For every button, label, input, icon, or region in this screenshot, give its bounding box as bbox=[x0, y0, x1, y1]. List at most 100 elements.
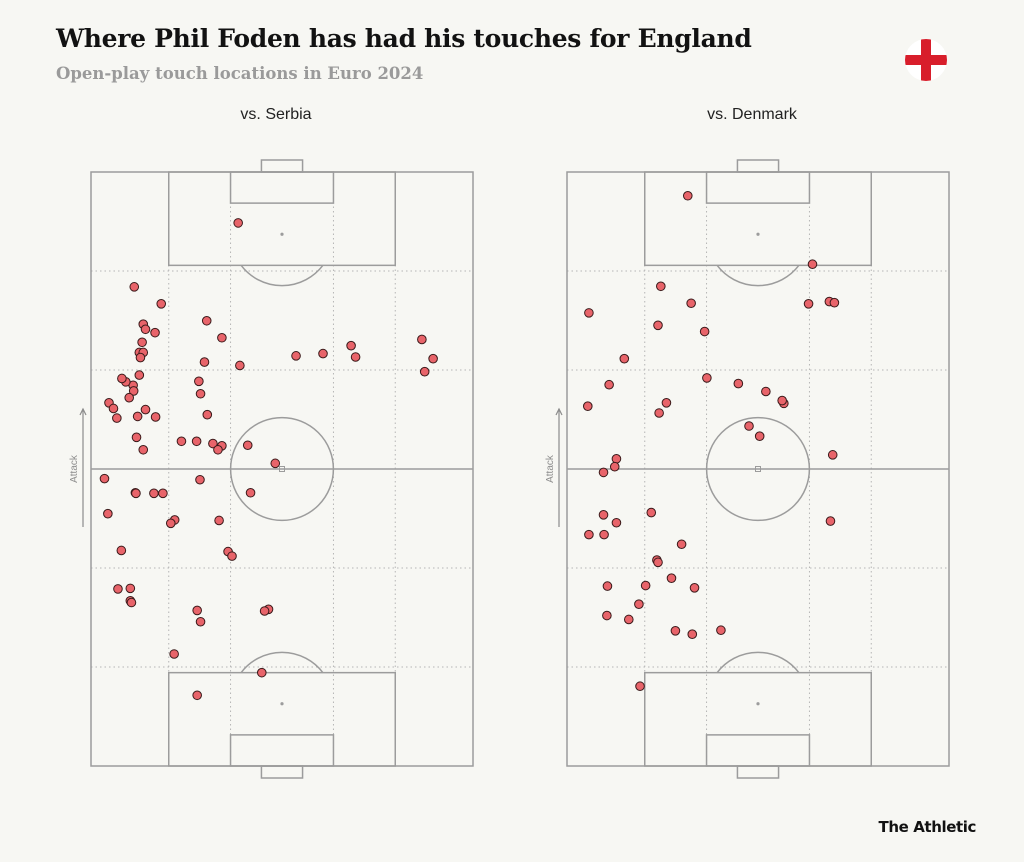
goal-top bbox=[260, 159, 304, 173]
touch-point bbox=[233, 218, 243, 228]
touch-point bbox=[108, 403, 119, 414]
touch-point bbox=[99, 473, 110, 484]
touch-point bbox=[126, 597, 137, 608]
attack-arrow-head bbox=[79, 407, 87, 416]
penalty-arc-bottom bbox=[240, 651, 324, 674]
touch-point bbox=[150, 327, 160, 338]
touch-point bbox=[646, 507, 657, 518]
touch-point bbox=[803, 299, 814, 309]
center-circle bbox=[705, 416, 811, 522]
touch-point bbox=[611, 517, 622, 528]
touch-point bbox=[158, 488, 168, 499]
attack-label: Attack bbox=[69, 454, 80, 483]
touch-point bbox=[213, 444, 223, 455]
penalty-arc-top bbox=[240, 264, 324, 287]
touch-point bbox=[227, 551, 237, 561]
penalty-spot-top bbox=[280, 232, 284, 236]
touch-point bbox=[138, 444, 149, 455]
pitch-serbia: Attack bbox=[69, 159, 474, 779]
touch-point bbox=[176, 436, 187, 447]
touch-point bbox=[609, 461, 620, 472]
touch-point bbox=[635, 681, 645, 692]
touch-point bbox=[602, 610, 612, 621]
touch-point bbox=[135, 352, 146, 363]
touch-point bbox=[584, 308, 594, 318]
touch-point bbox=[656, 281, 666, 292]
touch-point bbox=[131, 432, 142, 443]
touch-point bbox=[604, 379, 614, 390]
touch-point bbox=[195, 616, 206, 627]
six-yard-box-top bbox=[705, 171, 811, 204]
touch-point bbox=[192, 690, 202, 701]
touch-point bbox=[419, 366, 430, 377]
chart-subtitle: Open-play touch locations in Euro 2024 bbox=[56, 64, 424, 83]
brand-logo: The Athletic bbox=[878, 818, 977, 836]
touch-point bbox=[699, 326, 710, 337]
touch-point bbox=[661, 398, 672, 408]
touch-point bbox=[194, 376, 204, 387]
penalty-area-top bbox=[643, 171, 873, 267]
touch-point bbox=[140, 324, 151, 335]
touch-point bbox=[634, 599, 644, 610]
touch-point bbox=[124, 392, 135, 403]
touch-point bbox=[291, 351, 301, 361]
touch-point bbox=[150, 412, 161, 422]
touch-point bbox=[761, 386, 771, 397]
touch-point bbox=[137, 337, 147, 348]
pitch-title-serbia: vs. Serbia bbox=[240, 106, 312, 123]
touch-point bbox=[598, 467, 609, 478]
touch-point bbox=[140, 404, 151, 415]
touch-point bbox=[827, 450, 838, 460]
touch-point bbox=[754, 431, 765, 441]
touch-point bbox=[208, 438, 218, 449]
touch-point bbox=[829, 297, 840, 308]
touch-point bbox=[640, 580, 651, 591]
center-spot bbox=[755, 466, 761, 472]
penalty-area-bottom bbox=[167, 671, 397, 767]
touch-point bbox=[619, 353, 630, 364]
six-yard-box-bottom bbox=[229, 734, 335, 767]
touch-point bbox=[676, 539, 687, 550]
touch-point bbox=[682, 190, 693, 201]
touch-point bbox=[825, 516, 836, 526]
goal-bottom bbox=[260, 765, 304, 779]
touch-point bbox=[318, 348, 328, 359]
chart-title: Where Phil Foden has had his touches for… bbox=[56, 24, 752, 53]
touch-point bbox=[428, 353, 438, 364]
touch-point bbox=[202, 409, 213, 420]
goal-bottom bbox=[736, 765, 780, 779]
touch-point bbox=[653, 320, 663, 331]
touch-point bbox=[165, 518, 176, 529]
touch-point bbox=[670, 625, 681, 636]
touch-point bbox=[195, 388, 206, 399]
penalty-area-top bbox=[167, 171, 397, 267]
touch-point bbox=[716, 625, 726, 636]
touch-point bbox=[191, 436, 202, 447]
touch-point bbox=[235, 360, 245, 371]
touch-point bbox=[113, 584, 123, 594]
penalty-arc-top bbox=[716, 264, 800, 287]
touch-point bbox=[598, 510, 609, 520]
touch-point bbox=[201, 315, 212, 326]
touch-point bbox=[666, 573, 677, 583]
touch-point bbox=[103, 508, 113, 519]
penalty-arc-bottom bbox=[716, 651, 800, 674]
touch-point bbox=[116, 545, 127, 556]
touch-point bbox=[623, 614, 634, 625]
touch-point bbox=[346, 340, 356, 351]
england-flag-icon bbox=[905, 39, 947, 81]
touch-point bbox=[245, 487, 256, 498]
touch-point bbox=[599, 529, 609, 540]
touch-point bbox=[192, 605, 202, 616]
touch-point bbox=[417, 334, 427, 345]
touch-point bbox=[256, 667, 267, 678]
six-yard-box-top bbox=[229, 171, 335, 204]
touch-point bbox=[582, 401, 593, 412]
touch-point bbox=[654, 408, 664, 418]
penalty-area-bottom bbox=[643, 671, 873, 767]
touch-point bbox=[602, 581, 613, 591]
center-spot bbox=[279, 466, 285, 472]
attack-arrow-head bbox=[555, 407, 563, 416]
touch-point bbox=[689, 583, 700, 593]
touch-point bbox=[259, 606, 270, 616]
